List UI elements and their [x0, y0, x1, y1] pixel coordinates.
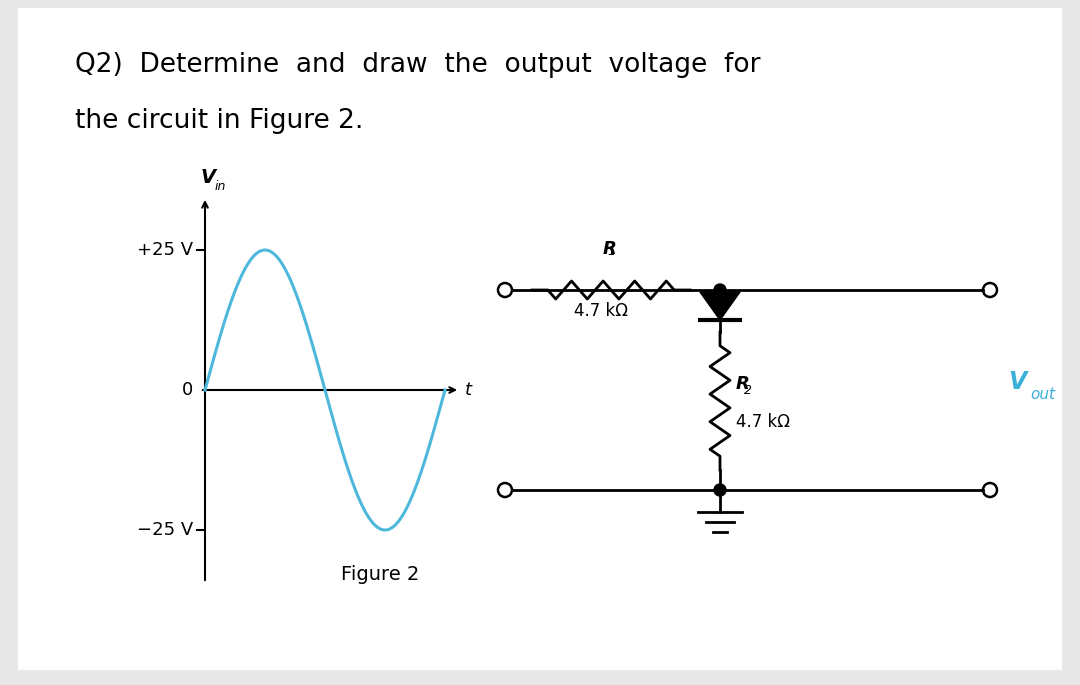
Text: 4.7 kΩ: 4.7 kΩ — [573, 302, 627, 320]
Text: in: in — [215, 180, 227, 193]
Text: R: R — [603, 240, 617, 258]
Text: out: out — [1030, 386, 1055, 401]
Text: +25 V: +25 V — [137, 241, 193, 259]
Circle shape — [714, 284, 726, 296]
Text: 0: 0 — [181, 381, 193, 399]
Text: 2: 2 — [744, 384, 752, 397]
Text: the circuit in Figure 2.: the circuit in Figure 2. — [75, 108, 363, 134]
Text: −25 V: −25 V — [137, 521, 193, 539]
Text: Q2)  Determine  and  draw  the  output  voltage  for: Q2) Determine and draw the output voltag… — [75, 52, 760, 78]
Text: Figure 2: Figure 2 — [341, 566, 419, 584]
Circle shape — [714, 484, 726, 496]
Text: 1: 1 — [607, 245, 615, 258]
Text: V: V — [201, 168, 216, 187]
Text: R: R — [735, 375, 750, 393]
FancyBboxPatch shape — [18, 8, 1062, 670]
Text: 4.7 kΩ: 4.7 kΩ — [735, 413, 789, 431]
Polygon shape — [700, 292, 740, 320]
Text: V: V — [1008, 370, 1026, 394]
Text: t: t — [465, 381, 472, 399]
